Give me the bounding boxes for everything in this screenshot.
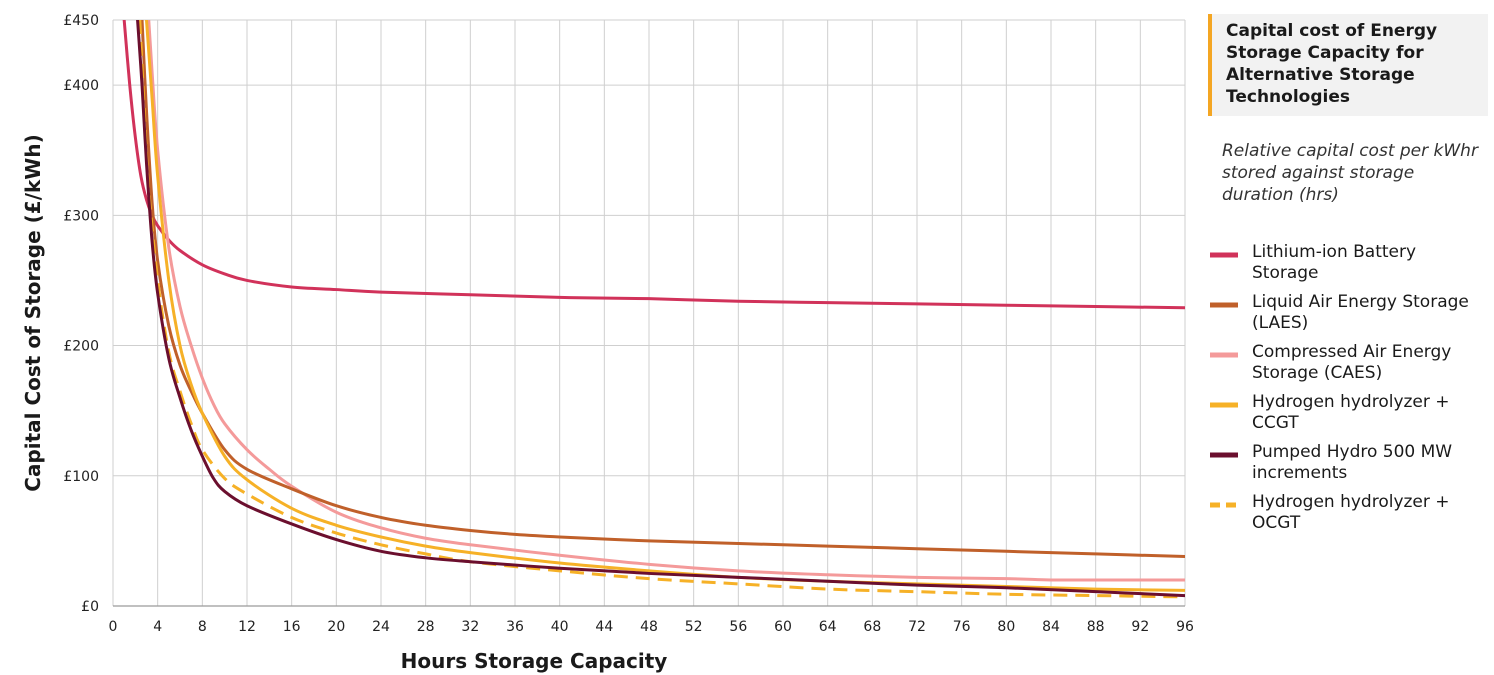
x-tick-label: 76 [953, 619, 971, 635]
x-tick-label: 72 [908, 619, 926, 635]
x-tick-label: 40 [551, 619, 569, 635]
legend-label: Hydrogen hydrolyzer + CCGT [1252, 392, 1450, 433]
x-tick-label: 28 [417, 619, 435, 635]
legend-item: Compressed Air Energy Storage (CAES) [1208, 342, 1488, 384]
x-tick-label: 0 [109, 619, 118, 635]
legend-swatch [1210, 402, 1238, 408]
x-tick-label: 80 [997, 619, 1015, 635]
legend-label: Pumped Hydro 500 MW increments [1252, 442, 1453, 483]
x-tick-label: 92 [1131, 619, 1149, 635]
chart-title: Capital cost of Energy Storage Capacity … [1226, 21, 1438, 107]
series-line-2 [147, 20, 1185, 582]
legend-swatch [1210, 452, 1238, 458]
series-line-0 [122, 20, 1185, 310]
x-tick-label: 4 [153, 619, 162, 635]
x-tick-label: 96 [1176, 619, 1194, 635]
legend-item: Hydrogen hydrolyzer + OCGT [1208, 492, 1488, 534]
x-tick-label: 56 [729, 619, 747, 635]
chart-area: 0 4 8 12 16 20 24 28 32 36 40 44 48 52 56 60 64 68 72 76 80 8… [21, 13, 1194, 673]
x-tick-label: 48 [640, 619, 658, 635]
legend-swatch [1210, 302, 1238, 308]
x-tick-label: 36 [506, 619, 524, 635]
series-lines [122, 20, 1185, 599]
x-tick-label: 68 [863, 619, 881, 635]
legend-item: Lithium-ion Battery Storage [1208, 242, 1488, 284]
chart-title-box: Capital cost of Energy Storage Capacity … [1208, 14, 1488, 116]
x-tick-label: 60 [774, 619, 792, 635]
chart-subtitle: Relative capital cost per kWhr stored ag… [1222, 141, 1478, 205]
legend: Lithium-ion Battery Storage Liquid Air En… [1208, 242, 1488, 534]
y-tick-label: £450 [63, 13, 99, 29]
legend-swatch [1210, 502, 1238, 508]
legend-label: Hydrogen hydrolyzer + OCGT [1252, 492, 1450, 533]
legend-label: Compressed Air Energy Storage (CAES) [1252, 342, 1452, 383]
y-axis-title: Capital Cost of Storage (£/kWh) [21, 134, 45, 491]
legend-item: Pumped Hydro 500 MW increments [1208, 442, 1488, 484]
legend-swatch [1210, 252, 1238, 258]
x-tick-label: 32 [461, 619, 479, 635]
x-tick-label: 12 [238, 619, 256, 635]
series-line-1 [140, 20, 1185, 559]
side-panel: Capital cost of Energy Storage Capacity … [1208, 14, 1488, 542]
legend-label: Lithium-ion Battery Storage [1252, 242, 1417, 283]
legend-item: Liquid Air Energy Storage (LAES) [1208, 292, 1488, 334]
x-tick-label: 52 [685, 619, 703, 635]
y-tick-label: £300 [63, 208, 99, 224]
series-line-4 [136, 20, 1185, 598]
x-tick-label: 16 [283, 619, 301, 635]
legend-item: Hydrogen hydrolyzer + CCGT [1208, 392, 1488, 434]
y-tick-label: £0 [81, 599, 99, 615]
legend-label: Liquid Air Energy Storage (LAES) [1252, 292, 1469, 333]
x-tick-label: 8 [198, 619, 207, 635]
gridlines [112, 19, 1186, 607]
x-tick-label: 20 [327, 619, 345, 635]
y-tick-label: £200 [63, 339, 99, 355]
y-tick-label: £400 [63, 78, 99, 94]
x-tick-label: 84 [1042, 619, 1060, 635]
legend-swatch [1210, 352, 1238, 358]
line-chart: 0 4 8 12 16 20 24 28 32 36 40 44 48 52 56 60 64 68 72 76 80 8… [21, 13, 1194, 673]
x-tick-label: 64 [819, 619, 837, 635]
x-tick-label: 44 [595, 619, 613, 635]
y-tick-label: £100 [63, 469, 99, 485]
x-tick-label: 88 [1087, 619, 1105, 635]
x-tick-label: 24 [372, 619, 390, 635]
x-axis-title: Hours Storage Capacity [401, 649, 668, 673]
